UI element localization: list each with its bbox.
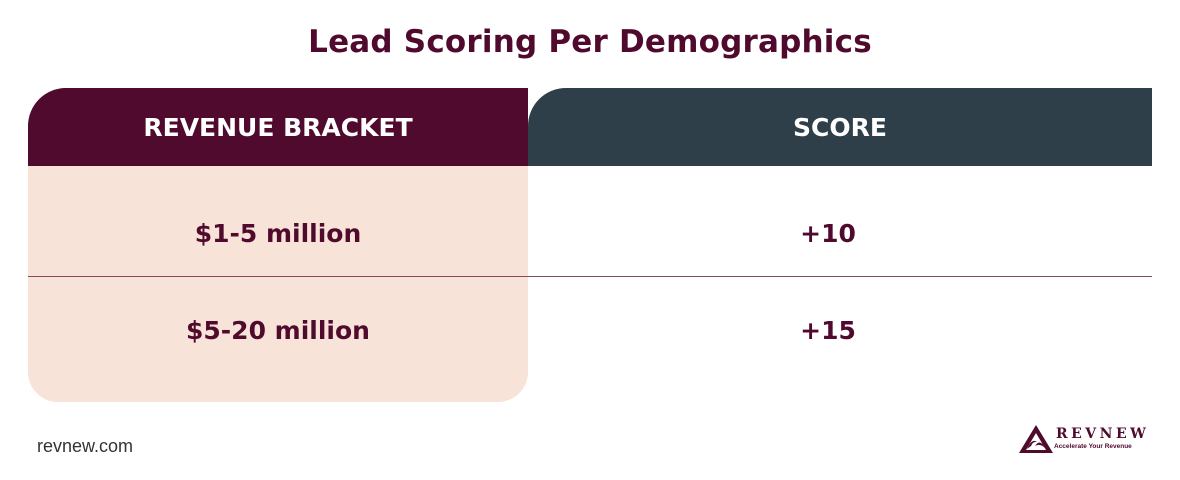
logo-tagline: Accelerate Your Revenue [1054, 443, 1132, 450]
page-title: Lead Scoring Per Demographics [308, 24, 872, 60]
header-score: SCORE [528, 88, 1152, 166]
row-1-score: +10 [800, 218, 856, 248]
mountain-logo-icon [1019, 425, 1053, 453]
row-1-bracket: $1-5 million [194, 218, 362, 248]
header-revenue-bracket: REVENUE BRACKET [28, 88, 528, 166]
revnew-logo: REVNEW Accelerate Your Revenue [1018, 424, 1148, 456]
row-divider [28, 276, 1152, 277]
footer-url: revnew.com [37, 436, 134, 456]
row-2-score: +15 [800, 315, 856, 345]
row-2-bracket: $5-20 million [186, 315, 370, 345]
logo-wordmark: REVNEW [1056, 426, 1150, 442]
scoring-table: REVENUE BRACKET SCORE $1-5 million +10 $… [28, 88, 1152, 402]
